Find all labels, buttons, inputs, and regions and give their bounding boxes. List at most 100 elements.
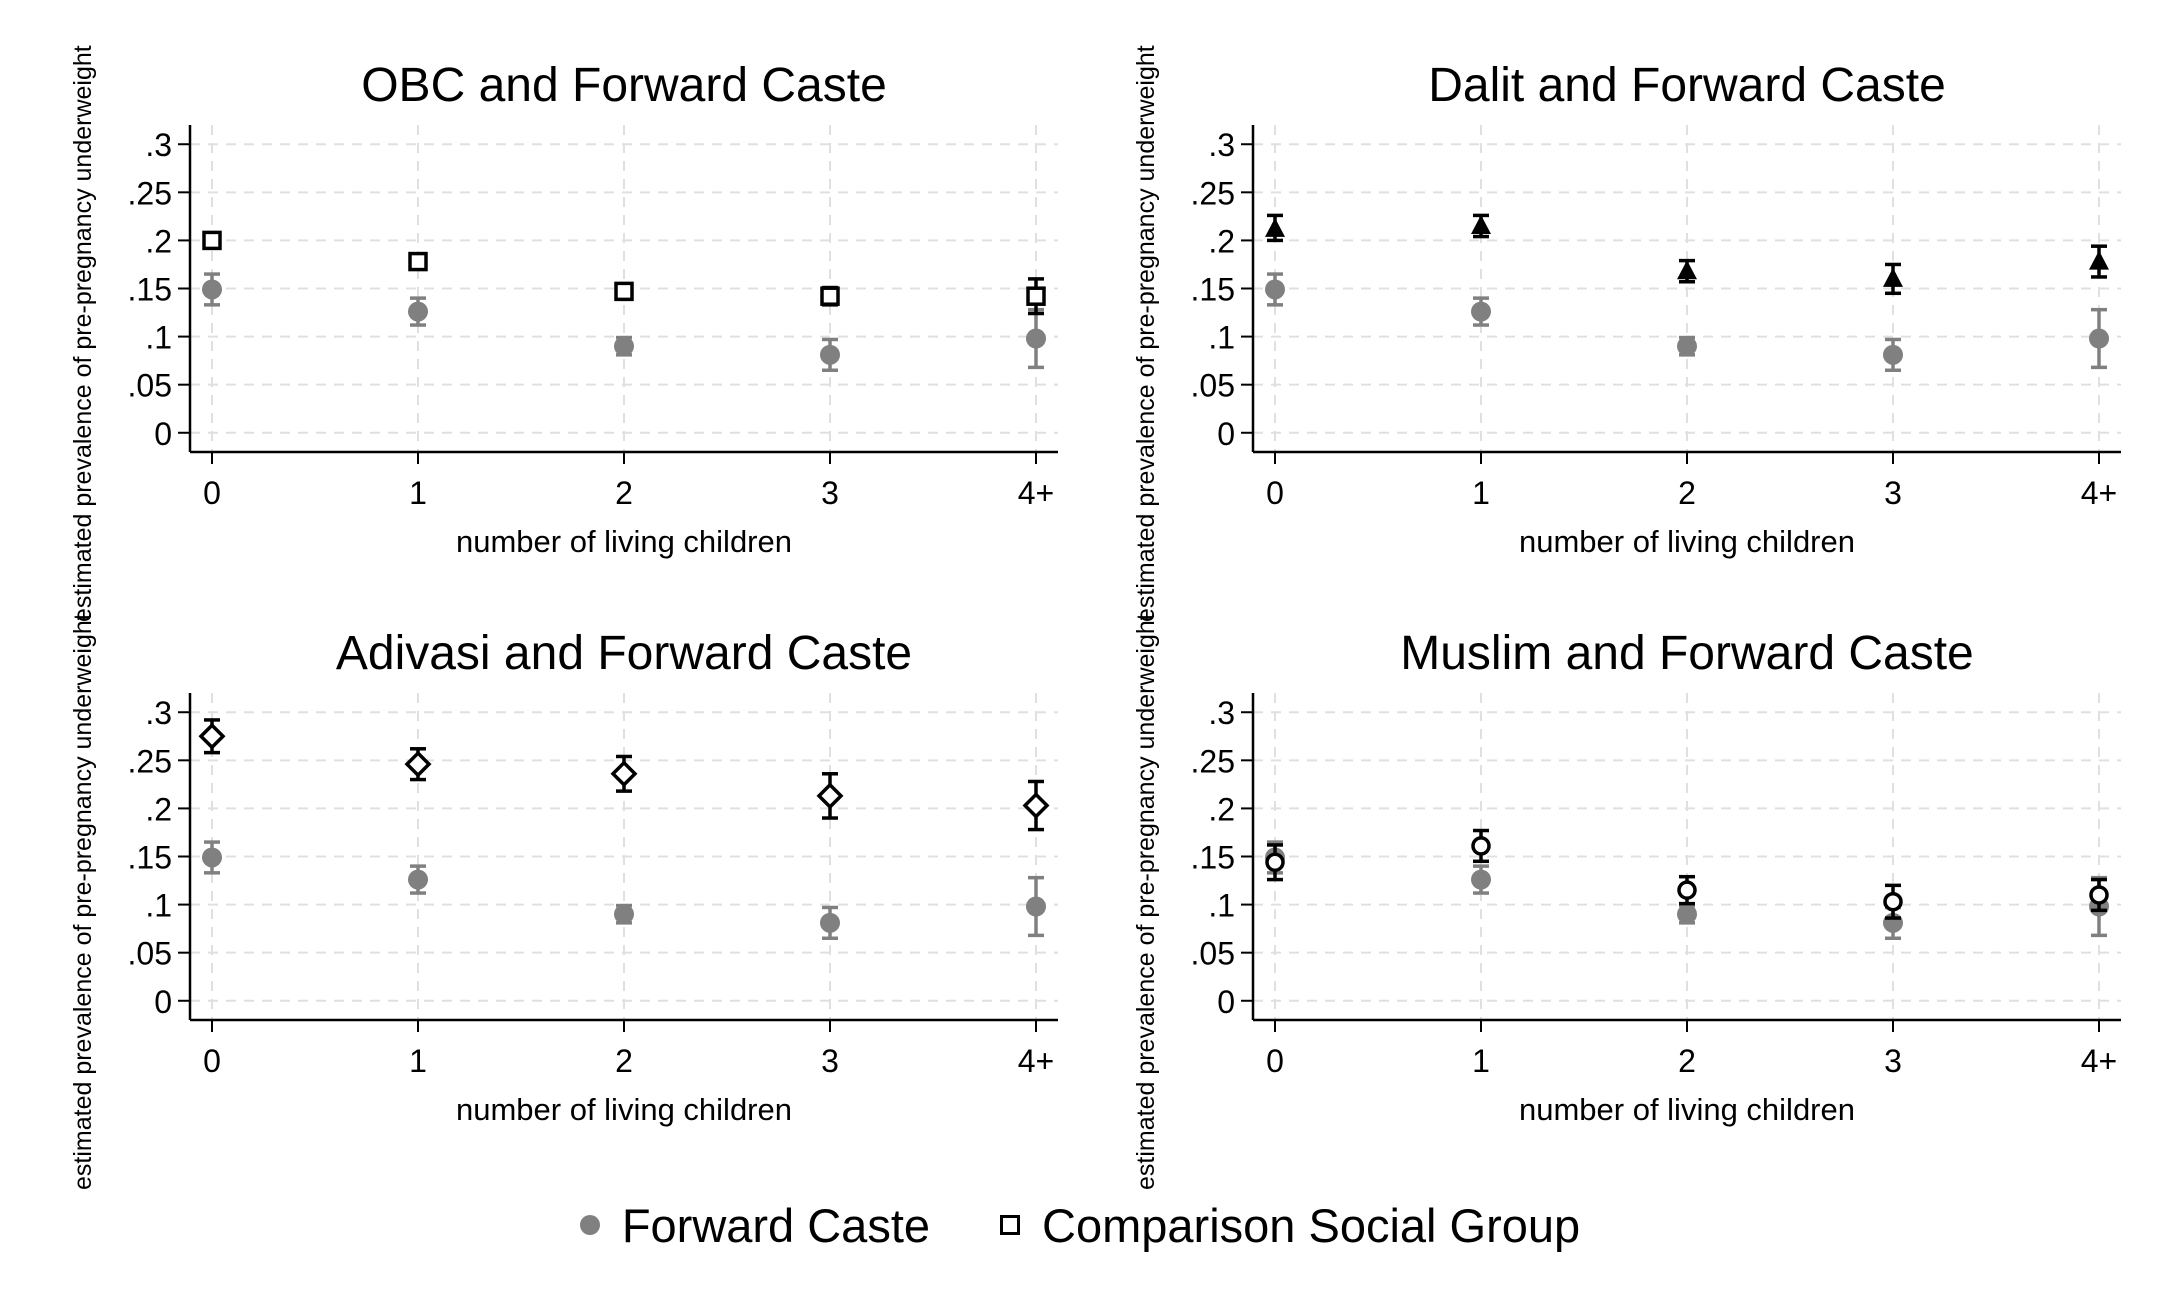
data-point-comparison-group: [1471, 214, 1491, 234]
data-point-comparison-group: [1677, 880, 1697, 900]
x-tick-label: 4+: [2081, 1043, 2117, 1079]
y-tick-label: .3: [1208, 695, 1235, 731]
forward-caste-marker-icon: [579, 1215, 600, 1235]
chart-title: Muslim and Forward Caste: [1400, 627, 1974, 680]
comparison-group-marker-icon: [1000, 1215, 1021, 1235]
data-point-forward-caste: [202, 279, 222, 300]
y-tick-label: .15: [1191, 840, 1235, 876]
x-tick-label: 4+: [1018, 1043, 1054, 1079]
legend-item-forward-caste: Forward Caste: [579, 1198, 931, 1253]
y-tick-label: .1: [145, 888, 172, 924]
chart-panel-4: Muslim and Forward Caste .3 .25 .2 .15 .1 .05 0…: [1132, 613, 2121, 1190]
y-tick-label: .1: [145, 320, 172, 356]
x-tick-label: 3: [1884, 475, 1902, 511]
y-tick-label: .15: [1191, 272, 1235, 308]
legend-label-forward-caste: Forward Caste: [621, 1198, 931, 1252]
y-tick-label: .05: [1191, 936, 1235, 972]
legend-label-comparison-group: Comparison Social Group: [1042, 1198, 1581, 1252]
x-tick-label: 1: [409, 475, 427, 511]
data-point-forward-caste: [1677, 336, 1697, 357]
y-tick-label: 0: [1217, 416, 1235, 452]
y-tick-label: .3: [1208, 127, 1235, 163]
data-point-comparison-group: [1265, 852, 1285, 873]
y-tick-label: .2: [1208, 791, 1235, 827]
y-tick-label: 0: [154, 984, 172, 1020]
x-tick-label: 2: [1678, 1043, 1696, 1079]
chart-title: Dalit and Forward Caste: [1428, 59, 1946, 112]
data-point-forward-caste: [408, 301, 428, 322]
data-point-comparison-group: [1883, 891, 1903, 912]
legend: Forward Caste Comparison Social Group: [0, 1190, 2160, 1260]
data-point-forward-caste: [614, 904, 634, 925]
data-point-forward-caste: [1026, 896, 1046, 917]
x-tick-label: 3: [821, 1043, 839, 1079]
y-tick-label: .25: [1191, 743, 1235, 779]
x-tick-label: 2: [615, 475, 633, 511]
x-axis-label: number of living children: [1519, 524, 1855, 559]
y-tick-label: .15: [128, 840, 172, 876]
data-point-comparison-group: [1471, 836, 1491, 856]
y-tick-label: .25: [128, 743, 172, 779]
data-point-comparison-group: [2089, 885, 2109, 905]
y-tick-label: .3: [145, 127, 172, 163]
y-tick-label: .05: [128, 936, 172, 972]
y-tick-label: .15: [128, 272, 172, 308]
legend-item-comparison-group: Comparison Social Group: [1000, 1198, 1580, 1253]
data-point-comparison-group: [816, 782, 844, 810]
data-point-forward-caste: [1883, 344, 1903, 365]
series-comparison-group: [1265, 213, 2109, 296]
y-axis-label: estimated prevalence of pre-pregnancy un…: [1132, 613, 1160, 1190]
data-point-comparison-group: [1265, 217, 1285, 237]
data-point-comparison-group: [1022, 792, 1050, 820]
y-tick-label: .05: [1191, 368, 1235, 404]
y-tick-label: .25: [128, 175, 172, 211]
data-point-forward-caste: [1026, 328, 1046, 349]
data-point-forward-caste: [820, 912, 840, 933]
x-axis-label: number of living children: [456, 524, 792, 559]
data-point-comparison-group: [1026, 286, 1046, 306]
data-point-forward-caste: [2089, 328, 2109, 349]
y-axis-label: estimated prevalence of pre-pregnancy un…: [69, 45, 97, 622]
y-tick-label: .1: [1208, 888, 1235, 924]
x-tick-label: 2: [1678, 475, 1696, 511]
y-tick-label: .05: [128, 368, 172, 404]
x-tick-label: 3: [1884, 1043, 1902, 1079]
data-point-forward-caste: [1265, 279, 1285, 300]
y-tick-label: .2: [1208, 223, 1235, 259]
x-tick-label: 4+: [2081, 475, 2117, 511]
data-point-forward-caste: [1677, 904, 1697, 925]
x-tick-label: 1: [1472, 1043, 1490, 1079]
series-comparison-group: [198, 718, 1050, 832]
x-tick-label: 0: [203, 1043, 221, 1079]
chart-title: Adivasi and Forward Caste: [336, 627, 912, 680]
series-forward-caste: [202, 272, 1046, 372]
x-tick-label: 0: [203, 475, 221, 511]
y-tick-label: .2: [145, 791, 172, 827]
series-forward-caste: [202, 840, 1046, 940]
x-axis-label: number of living children: [456, 1092, 792, 1127]
data-point-comparison-group: [2089, 250, 2109, 270]
data-point-comparison-group: [198, 722, 226, 750]
x-tick-label: 0: [1266, 1043, 1284, 1079]
x-tick-label: 4+: [1018, 475, 1054, 511]
data-point-forward-caste: [202, 847, 222, 868]
y-axis-label: estimated prevalence of pre-pregnancy un…: [69, 613, 97, 1190]
y-tick-label: .3: [145, 695, 172, 731]
data-point-comparison-group: [408, 251, 428, 272]
chart-panel-1: OBC and Forward Caste .3 .25 .2 .15 .1 .05 00 1 2…: [69, 45, 1058, 622]
y-axis-label: estimated prevalence of pre-pregnancy un…: [1132, 45, 1160, 622]
data-point-forward-caste: [408, 869, 428, 890]
chart-panel-2: Dalit and Forward Caste .3 .25 .2 .15 .1 .05 00…: [1132, 45, 2121, 622]
y-tick-label: 0: [1217, 984, 1235, 1020]
data-point-forward-caste: [1471, 301, 1491, 322]
chart-title: OBC and Forward Caste: [361, 59, 887, 112]
data-point-comparison-group: [820, 286, 840, 306]
x-tick-label: 1: [409, 1043, 427, 1079]
data-point-forward-caste: [614, 336, 634, 357]
y-tick-label: 0: [154, 416, 172, 452]
data-point-comparison-group: [202, 230, 222, 251]
series-comparison-group: [202, 230, 1046, 316]
y-tick-label: .2: [145, 223, 172, 259]
data-point-forward-caste: [1471, 869, 1491, 890]
